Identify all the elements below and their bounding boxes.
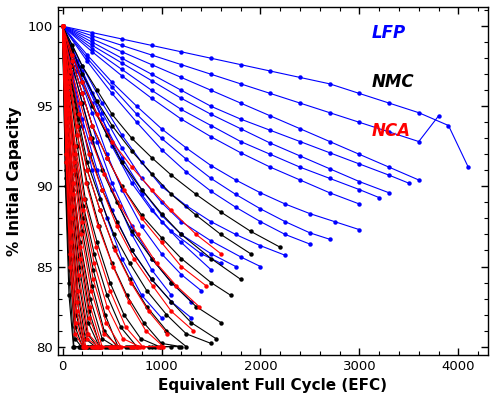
X-axis label: Equivalent Full Cycle (EFC): Equivalent Full Cycle (EFC) <box>158 378 387 393</box>
Text: NMC: NMC <box>372 73 414 91</box>
Text: NCA: NCA <box>372 122 411 140</box>
Y-axis label: % Initial Capacity: % Initial Capacity <box>7 106 22 256</box>
Text: LFP: LFP <box>372 24 406 42</box>
